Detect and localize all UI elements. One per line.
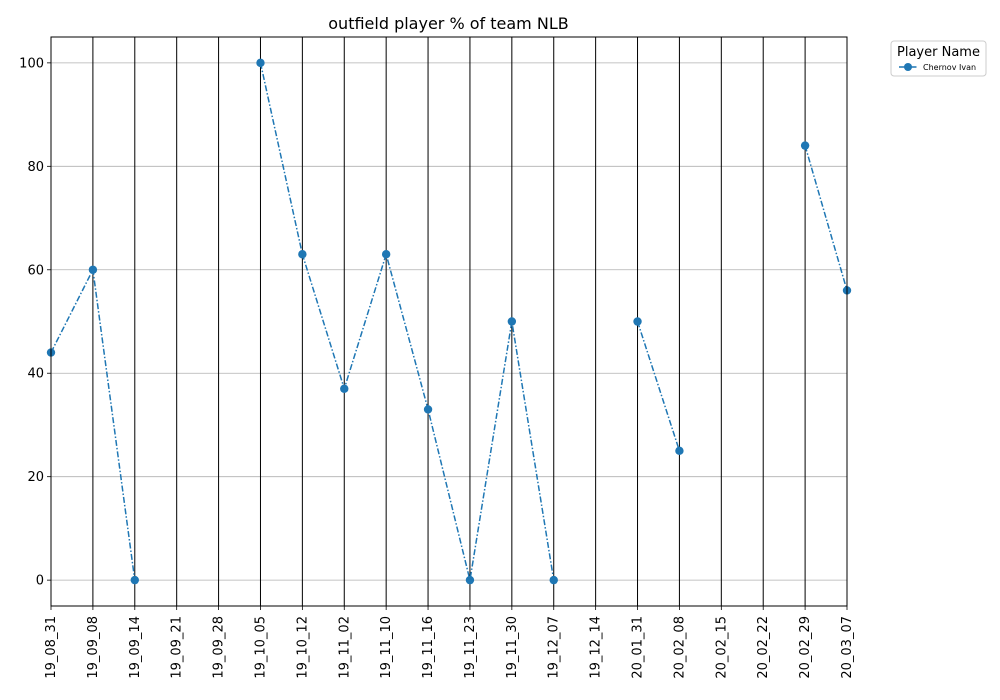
x-tick-label: 19_10_12 xyxy=(295,616,310,679)
legend-series-label: Chernov Ivan xyxy=(923,63,976,72)
x-tick-label: 19_12_14 xyxy=(589,616,604,679)
y-tick-label: 80 xyxy=(27,160,44,175)
x-tick-label: 20_03_07 xyxy=(840,616,855,679)
x-tick-label: 19_09_21 xyxy=(170,616,185,679)
data-point xyxy=(800,141,810,150)
data-point xyxy=(256,58,265,68)
data-point xyxy=(633,317,642,326)
x-tick-label: 19_11_02 xyxy=(337,616,352,679)
data-point xyxy=(381,250,391,259)
data-point xyxy=(549,575,558,585)
data-point xyxy=(465,575,475,585)
x-tick-label: 19_09_08 xyxy=(86,616,101,679)
x-tick-label: 20_02_29 xyxy=(798,616,813,679)
x-tick-label: 20_02_22 xyxy=(756,616,771,679)
x-tick-label: 19_11_23 xyxy=(463,616,478,679)
data-point xyxy=(130,575,139,585)
y-tick-label: 40 xyxy=(27,367,44,382)
y-tick-label: 100 xyxy=(19,56,44,71)
legend-title: Player Name xyxy=(897,45,980,60)
data-point xyxy=(507,317,517,326)
y-tick-label: 0 xyxy=(36,574,44,589)
data-point xyxy=(340,384,349,393)
x-tick-label: 20_02_08 xyxy=(672,616,687,679)
data-point xyxy=(675,446,684,456)
x-tick-label: 19_09_28 xyxy=(212,616,227,679)
data-point xyxy=(88,265,98,274)
data-point xyxy=(298,250,307,259)
chart-title: outfield player % of team NLB xyxy=(328,14,568,33)
x-tick-label: 19_08_31 xyxy=(44,616,59,679)
y-tick-label: 20 xyxy=(27,470,44,485)
series-line-segment xyxy=(259,62,555,581)
legend-series-marker xyxy=(904,63,912,71)
x-tick-label: 19_09_14 xyxy=(128,616,143,679)
x-tick-label: 19_12_07 xyxy=(547,616,562,679)
y-tick-label: 60 xyxy=(27,263,44,278)
x-tick-label: 19_11_30 xyxy=(505,616,520,679)
plot-area: 0 20 40 60 80 100 19_08_31 19_09_08 19_09_14 19_0… xyxy=(19,37,855,679)
x-tick-label: 19_10_05 xyxy=(253,616,268,679)
data-point xyxy=(423,405,433,414)
series-line-segment xyxy=(804,145,848,291)
x-tick-label: 19_11_10 xyxy=(379,616,394,679)
legend: Player Name Chernov Ivan xyxy=(890,40,987,77)
x-tick-label: 20_02_15 xyxy=(714,616,729,679)
plot-frame xyxy=(50,36,848,607)
x-tick-label: 19_11_16 xyxy=(421,616,436,679)
x-tick-label: 20_01_31 xyxy=(631,616,646,679)
